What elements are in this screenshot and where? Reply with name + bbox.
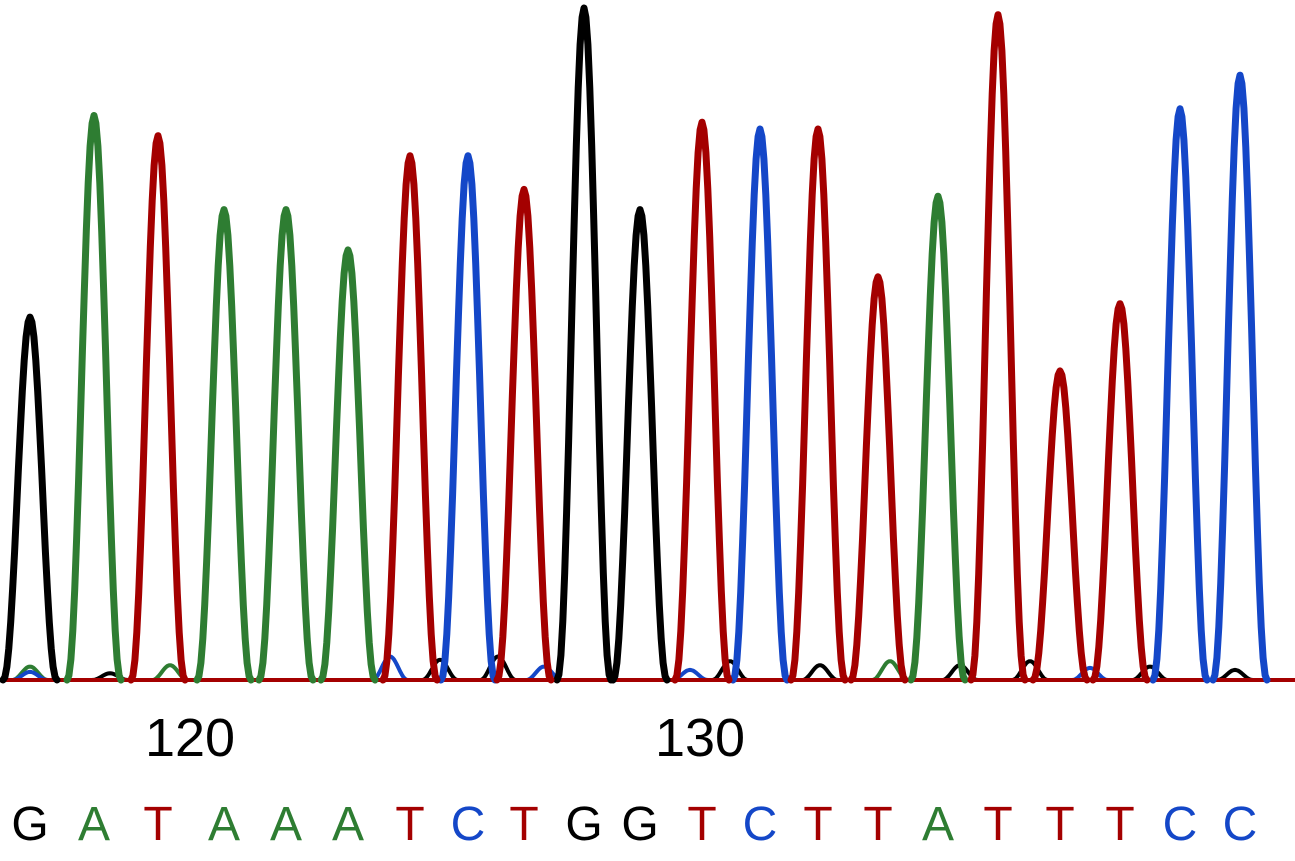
trace-peak-G — [613, 210, 667, 680]
base-call-label: C — [1163, 798, 1198, 851]
trace-peak-A — [259, 210, 313, 680]
base-call-label: G — [565, 798, 602, 851]
trace-peak-T — [851, 277, 905, 680]
axis-tick-label: 120 — [145, 708, 235, 768]
trace-peak-T — [791, 129, 845, 680]
base-call-label: A — [208, 798, 240, 851]
base-call-label: T — [143, 798, 172, 851]
trace-peak-A — [67, 116, 121, 681]
base-call-label: T — [395, 798, 424, 851]
base-call-label: T — [863, 798, 892, 851]
trace-peak-C — [441, 156, 495, 680]
base-call-label: G — [621, 798, 658, 851]
axis-tick-label: 130 — [655, 708, 745, 768]
base-call-label: T — [803, 798, 832, 851]
chromatogram-plot: 120130GATAAATCTGGTCTTATTTCC — [0, 0, 1295, 861]
trace-peak-T — [497, 189, 551, 680]
base-call-label: C — [451, 798, 486, 851]
trace-peak-T — [1033, 371, 1087, 680]
base-call-label: A — [332, 798, 364, 851]
base-call-label: T — [983, 798, 1012, 851]
base-call-label: G — [11, 798, 48, 851]
trace-peak-A — [321, 250, 375, 680]
trace-peak-A — [911, 196, 965, 680]
trace-peak-T — [131, 136, 185, 680]
base-call-label: C — [1223, 798, 1258, 851]
base-call-label: T — [687, 798, 716, 851]
base-call-label: A — [78, 798, 110, 851]
trace-peak-C — [733, 129, 787, 680]
base-call-label: C — [743, 798, 778, 851]
trace-peak-G — [3, 317, 57, 680]
trace-peak-T — [383, 156, 437, 680]
trace-peak-A — [197, 210, 251, 680]
chromatogram-panel: 120130GATAAATCTGGTCTTATTTCC — [0, 0, 1295, 861]
base-call-label: T — [1045, 798, 1074, 851]
noise-peak — [802, 665, 838, 680]
base-call-label: T — [1105, 798, 1134, 851]
trace-peak-T — [675, 122, 729, 680]
base-call-label: A — [270, 798, 302, 851]
trace-peak-T — [1093, 304, 1147, 680]
trace-peak-C — [1213, 75, 1267, 680]
trace-peak-G — [557, 8, 611, 680]
base-call-label: A — [922, 798, 954, 851]
noise-peak — [1132, 667, 1168, 680]
base-call-label: T — [509, 798, 538, 851]
noise-peak — [1012, 661, 1048, 680]
trace-peak-C — [1153, 109, 1207, 680]
trace-peak-T — [971, 15, 1025, 680]
